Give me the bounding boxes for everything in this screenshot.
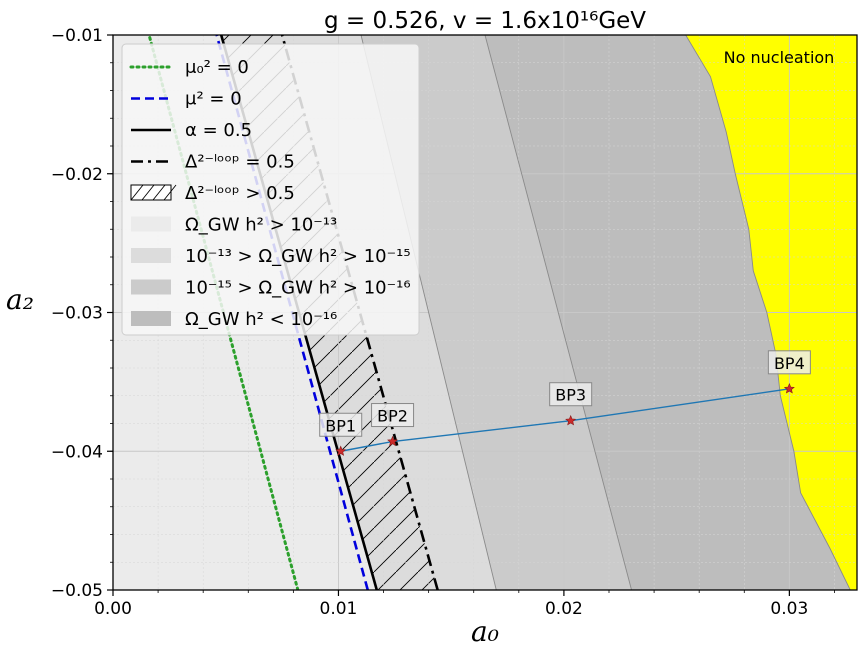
y-tick-label: −0.02: [51, 165, 103, 185]
legend-box: [121, 43, 420, 336]
bp-label-3: BP3: [549, 382, 593, 407]
bp-label-text: BP4: [774, 354, 805, 373]
legend-item-9: Ω_GW h² < 10⁻¹⁶: [131, 309, 337, 330]
region-boundary-2: [484, 35, 632, 590]
benchmark-labels: BP1 BP2 BP3 BP4: [319, 350, 811, 437]
legend-swatch: [131, 311, 171, 326]
bp-label-box: [371, 403, 415, 428]
x-tick-label: 0.03: [770, 599, 808, 619]
legend-hatch-stroke: [130, 184, 144, 201]
bp-label-2: BP2: [371, 403, 415, 428]
y-axis-label: a₂: [6, 283, 34, 316]
bp-label-text: BP3: [555, 386, 586, 405]
legend-item-8: 10⁻¹⁵ > Ω_GW h² > 10⁻¹⁶: [131, 278, 411, 299]
x-tick-label: 0.00: [94, 599, 132, 619]
legend-hatch-stroke: [141, 184, 155, 201]
legend-item-4: Δ²⁻ˡᵒᵒᵖ = 0.5: [131, 152, 295, 173]
bp-marker: [783, 383, 795, 394]
legend-swatch: [130, 184, 172, 201]
bp-label-box: [549, 382, 593, 407]
bp-marker: [335, 445, 347, 456]
y-tick-label: −0.05: [51, 581, 103, 601]
bp-label-box: [767, 350, 811, 375]
legend-label: Δ²⁻ˡᵒᵒᵖ = 0.5: [185, 152, 295, 173]
legend-swatch: [131, 216, 171, 232]
legend-label: 10⁻¹⁵ > Ω_GW h² > 10⁻¹⁶: [185, 278, 411, 299]
region-boundary-3: [685, 35, 851, 590]
y-tick-label: −0.01: [51, 26, 103, 46]
legend-label: Ω_GW h² > 10⁻¹³: [185, 215, 337, 236]
no-nucleation-label: No nucleation: [724, 48, 835, 67]
legend-item-7: 10⁻¹³ > Ω_GW h² > 10⁻¹⁵: [131, 246, 411, 267]
legend-hatch-stroke: [163, 184, 177, 201]
bp-label-1: BP1: [319, 412, 363, 437]
benchmark-markers: [335, 383, 795, 456]
y-tick-label: −0.04: [51, 442, 103, 462]
y-axis-ticks: −0.01 −0.02 −0.03 −0.04 −0.05: [51, 26, 113, 601]
legend-label: α = 0.5: [185, 120, 252, 141]
legend-label: 10⁻¹³ > Ω_GW h² > 10⁻¹⁵: [185, 246, 411, 267]
legend-label: Δ²⁻ˡᵒᵒᵖ > 0.5: [185, 183, 295, 204]
x-tick-label: 0.01: [320, 599, 358, 619]
legend-label: μ₀² = 0: [185, 57, 249, 78]
x-axis-ticks: 0.00 0.01 0.02 0.03: [94, 590, 835, 619]
x-axis-label: a₀: [471, 615, 499, 648]
chart-title: g = 0.526, v = 1.6x10¹⁶GeV: [324, 8, 646, 34]
bp-marker: [387, 435, 399, 447]
legend-item-5: Δ²⁻ˡᵒᵒᵖ > 0.5: [130, 183, 295, 204]
legend-item-3: α = 0.5: [131, 120, 252, 141]
legend-label: μ² = 0: [185, 89, 242, 110]
legend-swatch: [131, 279, 171, 295]
legend-swatch: [131, 248, 171, 263]
bp-label-text: BP2: [377, 407, 408, 426]
y-tick-label: −0.03: [51, 304, 103, 324]
x-tick-label: 0.02: [545, 599, 583, 619]
legend-item-2: μ² = 0: [131, 89, 242, 110]
legend-hatch-stroke: [152, 184, 166, 201]
legend-item-1: μ₀² = 0: [129, 57, 249, 78]
benchmark-line: [340, 388, 790, 452]
bp-label-text: BP1: [325, 416, 356, 435]
legend-item-6: Ω_GW h² > 10⁻¹³: [131, 215, 337, 236]
legend-label: Ω_GW h² < 10⁻¹⁶: [185, 309, 337, 330]
bp-label-box: [319, 412, 363, 437]
legend: μ₀² = 0 μ² = 0 α = 0.5 Δ²⁻ˡᵒᵒᵖ = 0.5 Δ²⁻ˡᵒᵒᵖ…: [121, 43, 420, 336]
bp-marker: [565, 414, 577, 426]
bp-label-4: BP4: [767, 350, 811, 375]
